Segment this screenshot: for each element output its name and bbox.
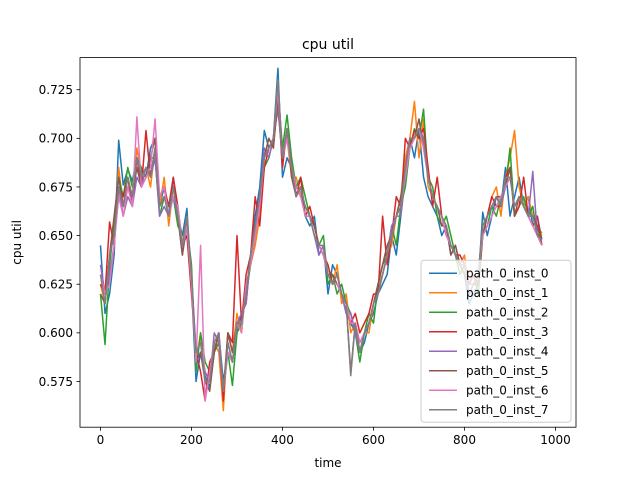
- y-tick-label: 0.725: [39, 83, 73, 97]
- y-tick-label: 0.700: [39, 132, 73, 146]
- y-tick-label: 0.600: [39, 326, 73, 340]
- x-tick-label: 800: [453, 433, 476, 447]
- plot-frame: [79, 57, 577, 428]
- legend: path_0_inst_0 path_0_inst_1 path_0_inst_2p…: [420, 259, 572, 423]
- legend-box: [420, 259, 572, 423]
- chart-title: cpu util: [302, 37, 354, 53]
- y-tick-label: 0.625: [39, 278, 73, 292]
- y-tick-label: 0.675: [39, 180, 73, 194]
- y-tick-label: 0.575: [39, 375, 73, 389]
- x-tick-label: 400: [271, 433, 294, 447]
- legend-label: path_0_inst_0: [466, 267, 548, 281]
- legend-label: path_0_inst_1: [466, 286, 548, 300]
- y-axis-ticks: 0.575 0.600 0.625 0.650 0.675 0.700 0.725: [39, 83, 80, 389]
- x-axis-ticks: 0 200 400 600 800 1000: [97, 427, 571, 447]
- x-tick-label: 200: [180, 433, 203, 447]
- x-tick-label: 0: [97, 433, 105, 447]
- legend-label: path_0_inst_3: [466, 325, 548, 339]
- x-tick-label: 1000: [540, 433, 571, 447]
- legend-label: path_0_inst_4: [466, 345, 548, 359]
- x-tick-label: 600: [362, 433, 385, 447]
- x-axis-label: time: [314, 456, 341, 470]
- legend-label: path_0_inst_7: [466, 403, 548, 417]
- legend-label: path_0_inst_6: [466, 384, 548, 398]
- y-axis-label: cpu util: [10, 220, 24, 265]
- legend-label: path_0_inst_2: [466, 306, 548, 320]
- y-tick-label: 0.650: [39, 229, 73, 243]
- legend-label: path_0_inst_5: [466, 364, 548, 378]
